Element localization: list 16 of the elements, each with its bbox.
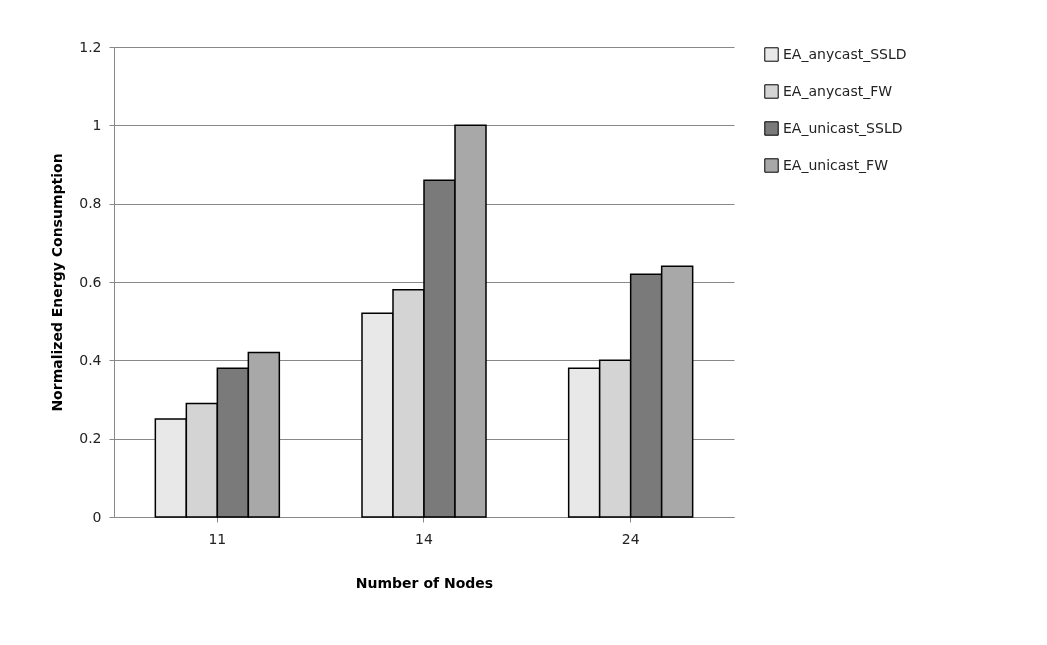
- legend-label: EA_unicast_SSLD: [783, 119, 903, 136]
- legend-label: EA_anycast_FW: [783, 82, 893, 99]
- x-tick-label: 24: [621, 530, 640, 547]
- x-tick-label: 14: [415, 530, 433, 547]
- legend-label: EA_anycast_SSLD: [783, 45, 907, 62]
- y-tick-label: 0.2: [79, 430, 102, 447]
- y-tick-label: 1.2: [79, 38, 102, 55]
- legend-label: EA_unicast_FW: [783, 156, 889, 173]
- x-tick-label: 11: [208, 530, 227, 547]
- y-tick-label: 1: [92, 116, 102, 133]
- y-axis-title: Normalized Energy Consumption: [49, 153, 66, 412]
- y-tick-label: 0.8: [79, 195, 102, 212]
- y-tick-label: 0: [92, 508, 102, 525]
- x-axis-title: Number of Nodes: [355, 574, 494, 591]
- y-tick-label: 0.6: [79, 273, 102, 290]
- y-tick-label: 0.4: [79, 351, 102, 368]
